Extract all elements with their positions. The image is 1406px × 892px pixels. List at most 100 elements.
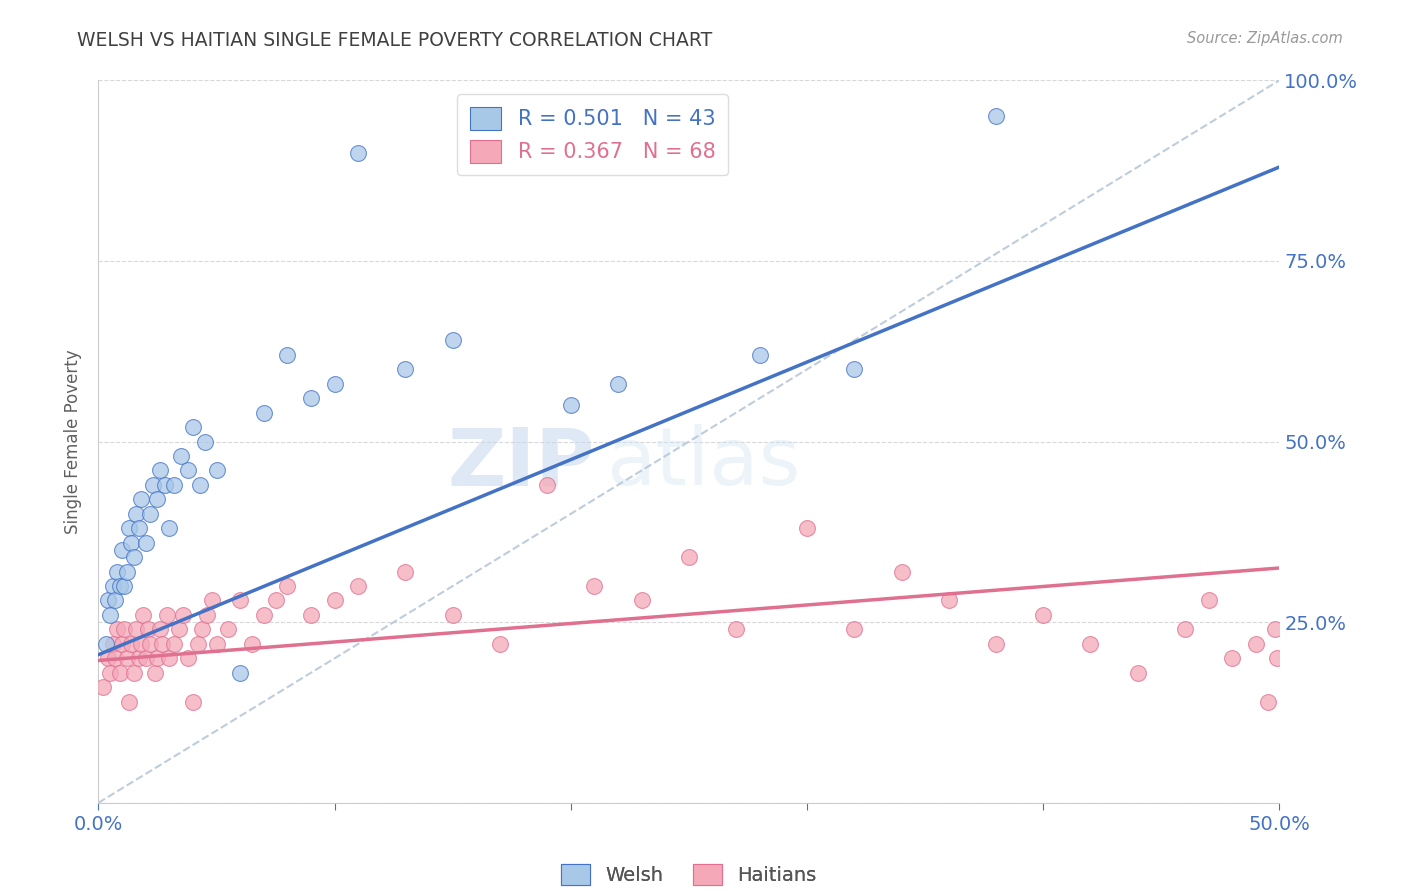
Point [163, 478, 186, 492]
Point [132, 607, 155, 622]
Point [583, 579, 606, 593]
Legend: Welsh, Haitians: Welsh, Haitians [553, 855, 825, 892]
Point [112, 579, 135, 593]
Point [253, 607, 276, 622]
Point [394, 362, 416, 376]
Point [201, 593, 224, 607]
Point [630, 593, 652, 607]
Point [128, 521, 150, 535]
Point [170, 449, 193, 463]
Point [108, 579, 131, 593]
Point [229, 665, 252, 680]
Point [122, 665, 145, 680]
Point [1032, 607, 1054, 622]
Point [1198, 593, 1220, 607]
Point [112, 623, 135, 637]
Text: Source: ZipAtlas.com: Source: ZipAtlas.com [1187, 31, 1343, 46]
Point [150, 637, 173, 651]
Point [938, 593, 960, 607]
Point [122, 550, 145, 565]
Point [111, 542, 134, 557]
Point [135, 651, 157, 665]
Point [98, 607, 121, 622]
Point [489, 637, 512, 651]
Point [1174, 623, 1197, 637]
Point [177, 651, 200, 665]
Point [129, 492, 152, 507]
Point [299, 607, 322, 622]
Point [101, 637, 124, 651]
Point [94, 637, 117, 651]
Point [146, 492, 169, 507]
Point [536, 478, 558, 492]
Point [229, 593, 252, 607]
Point [441, 334, 464, 348]
Y-axis label: Single Female Poverty: Single Female Poverty [65, 350, 83, 533]
Point [163, 637, 186, 651]
Point [139, 507, 162, 521]
Point [607, 376, 630, 391]
Point [240, 637, 263, 651]
Point [1265, 651, 1288, 665]
Point [276, 579, 298, 593]
Point [146, 651, 169, 665]
Point [276, 348, 298, 362]
Point [121, 535, 143, 549]
Point [139, 637, 162, 651]
Point [1264, 623, 1286, 637]
Point [347, 145, 370, 160]
Point [1257, 695, 1279, 709]
Point [105, 623, 128, 637]
Point [264, 593, 287, 607]
Point [194, 434, 217, 449]
Point [143, 665, 166, 680]
Point [347, 579, 370, 593]
Point [111, 637, 134, 651]
Text: ZIP: ZIP [447, 425, 595, 502]
Point [125, 623, 148, 637]
Point [157, 521, 180, 535]
Point [118, 521, 141, 535]
Point [136, 623, 159, 637]
Point [128, 651, 150, 665]
Point [105, 565, 128, 579]
Point [1244, 637, 1267, 651]
Point [125, 507, 148, 521]
Point [984, 637, 1007, 651]
Point [748, 348, 770, 362]
Point [142, 478, 165, 492]
Point [1126, 665, 1149, 680]
Point [157, 651, 180, 665]
Point [844, 362, 866, 376]
Point [177, 463, 200, 477]
Point [97, 593, 120, 607]
Point [149, 463, 172, 477]
Point [191, 623, 214, 637]
Point [195, 607, 218, 622]
Point [323, 593, 346, 607]
Point [129, 637, 152, 651]
Text: atlas: atlas [606, 425, 800, 502]
Point [149, 623, 172, 637]
Point [844, 623, 866, 637]
Point [97, 651, 120, 665]
Point [104, 651, 127, 665]
Point [153, 478, 176, 492]
Point [299, 391, 322, 405]
Point [796, 521, 818, 535]
Point [188, 478, 211, 492]
Point [725, 623, 748, 637]
Point [181, 420, 204, 434]
Point [205, 463, 228, 477]
Text: WELSH VS HAITIAN SINGLE FEMALE POVERTY CORRELATION CHART: WELSH VS HAITIAN SINGLE FEMALE POVERTY C… [77, 31, 713, 50]
Point [108, 665, 131, 680]
Point [156, 607, 179, 622]
Point [394, 565, 416, 579]
Point [323, 376, 346, 391]
Point [890, 565, 912, 579]
Point [98, 665, 121, 680]
Point [135, 535, 157, 549]
Point [172, 607, 194, 622]
Point [1080, 637, 1102, 651]
Point [253, 406, 276, 420]
